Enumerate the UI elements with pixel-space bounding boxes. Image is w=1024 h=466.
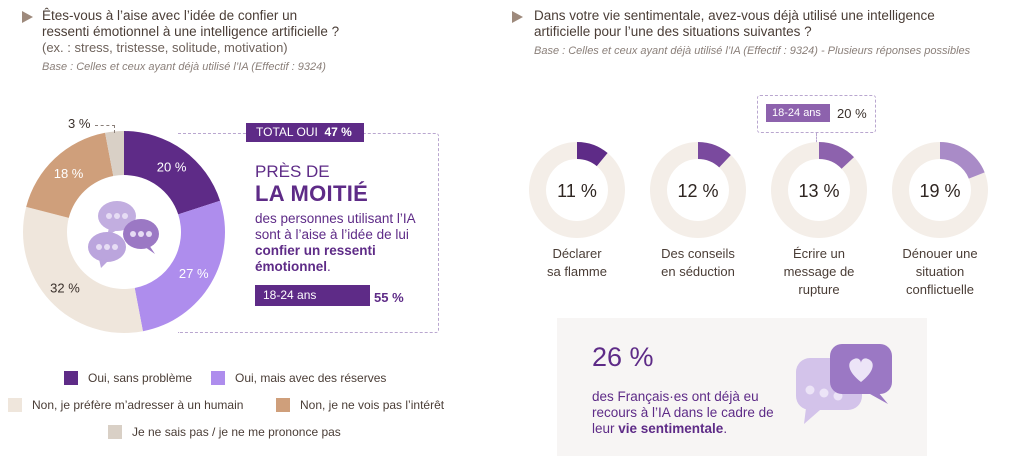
age-callout-value: 20 % xyxy=(837,106,867,121)
legend-swatch xyxy=(64,371,78,385)
donut-slice-label: 18 % xyxy=(54,166,84,181)
donut-slice xyxy=(124,131,221,215)
ring-value-label: 13 % xyxy=(798,181,839,201)
left-question-block: Êtes-vous à l’aise avec l’idée de confie… xyxy=(22,8,424,73)
stat-value: 26 % xyxy=(592,342,654,372)
donut-slice xyxy=(22,206,143,333)
legend-swatch xyxy=(8,398,22,412)
slice-label-dont-know: 3 % xyxy=(68,116,91,131)
ring-category-label-line: situation xyxy=(915,264,965,279)
ring-category-label: Déclarer sa flamme xyxy=(517,245,637,281)
stat-description-text: des Français·es ont déjà eu recours à l’… xyxy=(592,389,774,436)
legend-label: Oui, sans problème xyxy=(88,371,193,385)
legend-item-non-interet: Non, je ne vois pas l’intérêt xyxy=(276,398,444,412)
donut-slice-label: 32 % xyxy=(50,280,80,295)
ring-chart: 19 % xyxy=(891,142,988,238)
left-question-subtitle: (ex. : stress, tristesse, solitude, moti… xyxy=(42,40,288,55)
ring-category-label: Dénouer une situation conflictuelle xyxy=(880,245,1000,299)
ring-track xyxy=(649,142,746,238)
ring-chart: 13 % xyxy=(770,142,867,238)
left-question-base: Base : Celles et ceux ayant déjà utilisé… xyxy=(42,61,326,73)
ring-category-label-line: Écrire un xyxy=(792,246,846,261)
ring-segment xyxy=(940,142,985,179)
ring-category-label-line: Dénouer une xyxy=(902,246,978,261)
right-question-block: Dans votre vie sentimentale, avez-vous d… xyxy=(512,8,1022,57)
stat-description-bold: vie sentimentale xyxy=(618,421,724,436)
callout-leader-line xyxy=(95,125,115,133)
stat-description-end: . xyxy=(723,421,728,436)
legend-swatch xyxy=(276,398,290,412)
triangle-bullet-icon xyxy=(22,11,33,23)
ring-category-label-line: conflictuelle xyxy=(906,282,974,297)
ring-category-label-line: message de xyxy=(783,264,855,279)
comfort-donut-chart: 20 % 27 % 32 % 18 % xyxy=(22,131,225,333)
ring-category-label-line: sa flamme xyxy=(547,264,607,279)
legend-label: Non, je préfère m’adresser à un humain xyxy=(32,398,244,412)
total-description-bold: confier un ressenti émotionnel xyxy=(255,243,376,274)
legend-swatch xyxy=(108,425,122,439)
ring-track xyxy=(528,142,625,238)
ring-category-label-line: rupture xyxy=(798,282,840,297)
legend-swatch xyxy=(211,371,225,385)
ring-segment xyxy=(698,142,731,168)
donut-slice-label: 20 % xyxy=(157,159,187,174)
ring-value-label: 11 % xyxy=(557,181,597,201)
ring-chart: 11 % xyxy=(528,142,625,238)
ring-segment xyxy=(577,142,608,167)
donut-slice-label: 27 % xyxy=(179,266,209,281)
total-description-end: . xyxy=(327,259,331,274)
ring-category-label: Des conseils en séduction xyxy=(638,245,758,281)
right-question-base: Base : Celles et ceux ayant déjà utilisé… xyxy=(534,45,971,57)
total-oui-value: 47 % xyxy=(324,125,352,139)
age-group-value: 55 % xyxy=(374,290,404,305)
ring-category-label-line: Des conseils xyxy=(661,246,735,261)
legend-label: Je ne sais pas / je ne me prononce pas xyxy=(132,425,341,439)
right-question-title-line1: Dans votre vie sentimentale, avez-vous d… xyxy=(534,8,935,23)
ring-category-label-line: en séduction xyxy=(661,264,735,279)
donut-slice xyxy=(26,132,114,218)
age-callout-leader-line xyxy=(816,133,817,143)
age-callout-frame xyxy=(757,95,876,133)
donut-slice xyxy=(134,200,225,332)
triangle-bullet-icon xyxy=(512,11,523,23)
age-callout-tag: 18-24 ans xyxy=(766,104,830,122)
legend-item-ne-sais-pas: Je ne sais pas / je ne me prononce pas xyxy=(108,425,341,439)
legend-item-oui-sans-probleme: Oui, sans problème xyxy=(64,371,192,385)
right-question-title-line2: artificielle pour l’une des situations s… xyxy=(534,24,812,39)
stat-description: des Français·es ont déjà eu recours à l’… xyxy=(592,389,792,437)
legend-label: Non, je ne vois pas l’intérêt xyxy=(300,398,445,412)
legend-item-non-humain: Non, je préfère m’adresser à un humain xyxy=(8,398,243,412)
ring-category-label-line: Déclarer xyxy=(552,246,602,261)
chat-bubbles-icon xyxy=(88,201,159,268)
age-group-bar: 18-24 ans xyxy=(255,285,370,306)
ring-chart: 12 % xyxy=(649,142,746,238)
left-question-title-line2: ressenti émotionnel à une intelligence a… xyxy=(42,24,340,39)
legend-item-oui-reserves: Oui, mais avec des réserves xyxy=(211,371,386,385)
legend-label: Oui, mais avec des réserves xyxy=(235,371,387,385)
left-question-title-line1: Êtes-vous à l’aise avec l’idée de confie… xyxy=(42,8,298,23)
ring-value-label: 12 % xyxy=(677,181,718,201)
ring-segment xyxy=(819,142,854,169)
total-description-text: des personnes utilisant l’IA sont à l’ai… xyxy=(255,211,415,242)
ring-value-label: 19 % xyxy=(919,181,960,201)
total-description: des personnes utilisant l’IA sont à l’ai… xyxy=(255,211,435,275)
total-oui-label: TOTAL OUI xyxy=(256,125,318,139)
heart-chat-icon xyxy=(796,344,892,424)
donut-slice xyxy=(105,131,124,177)
headline-line2: LA MOITIÉ xyxy=(255,181,369,206)
headline-line1: PRÈS DE xyxy=(255,162,330,181)
total-oui-badge: TOTAL OUI 47 % xyxy=(246,123,364,142)
ring-category-label: Écrire un message de rupture xyxy=(759,245,879,299)
